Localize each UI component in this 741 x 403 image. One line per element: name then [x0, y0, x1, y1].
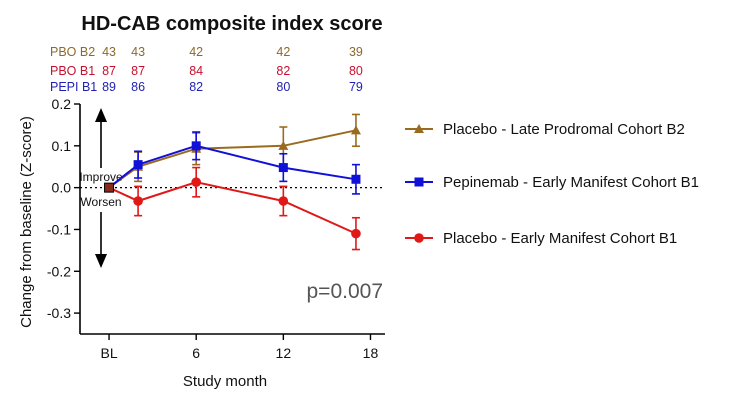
series-group — [104, 113, 361, 251]
x-tick-label: 12 — [276, 345, 292, 361]
series-circle — [104, 166, 361, 251]
data-point — [278, 196, 289, 206]
legend-marker — [414, 124, 424, 133]
chart-title: HD-CAB composite index score — [81, 13, 382, 35]
n-table-value: 84 — [189, 64, 203, 78]
n-table-value: 86 — [131, 80, 145, 94]
n-table-row-label: PBO B1 — [50, 64, 95, 78]
n-table-row-label: PBO B2 — [50, 45, 95, 59]
data-point — [350, 125, 361, 135]
series-line — [108, 129, 357, 189]
n-table-value: 42 — [276, 45, 290, 59]
legend-label: Placebo - Early Manifest Cohort B1 — [443, 230, 677, 247]
n-table-value: 80 — [349, 64, 363, 78]
y-axis-title: Change from baseline (Z-score) — [18, 116, 35, 328]
legend-marker — [414, 177, 424, 187]
n-table-value: 43 — [131, 45, 145, 59]
data-point — [191, 141, 201, 151]
improve-arrowhead — [95, 108, 107, 122]
data-point — [351, 228, 361, 239]
x-tick-label: 18 — [363, 345, 379, 361]
x-tick-label: BL — [100, 345, 117, 361]
n-table-value: 82 — [189, 80, 203, 94]
p-value-label: p=0.007 — [307, 280, 384, 303]
improve-label: Improve — [79, 170, 123, 184]
y-tick-label: -0.1 — [47, 221, 71, 237]
data-point — [133, 196, 143, 206]
y-tick-label: 0.2 — [52, 96, 72, 112]
data-point — [351, 174, 361, 184]
data-point — [133, 160, 143, 170]
n-table: PBO B2 43 43 42 42 39 PBO B1 87 87 84 82 80 PEPI B1 8… — [50, 45, 363, 94]
worsen-arrowhead — [95, 254, 107, 268]
legend: Placebo - Late Prodromal Cohort B2 Pepine… — [405, 121, 699, 247]
x-tick-label: 6 — [192, 345, 200, 361]
axes: -0.3 -0.2 -0.1 0.0 0.1 0.2 BL 6 12 18 — [47, 96, 385, 361]
y-tick-label: -0.2 — [47, 263, 71, 279]
n-table-value: 39 — [349, 45, 363, 59]
n-table-value: 87 — [131, 64, 145, 78]
n-table-value: 80 — [276, 80, 290, 94]
n-table-row-label: PEPI B1 — [50, 80, 97, 94]
n-table-value: 43 — [102, 45, 116, 59]
data-point — [278, 140, 289, 150]
worsen-label: Worsen — [80, 195, 121, 209]
x-axis-title: Study month — [183, 373, 267, 390]
legend-marker — [414, 233, 424, 243]
baseline-marker — [104, 182, 115, 193]
series-line — [108, 144, 357, 189]
legend-label: Pepinemab - Early Manifest Cohort B1 — [443, 174, 699, 191]
series-triangle — [104, 113, 361, 192]
series-square — [104, 131, 361, 195]
series-line — [108, 181, 357, 235]
n-table-value: 79 — [349, 80, 363, 94]
n-table-value: 87 — [102, 64, 116, 78]
y-tick-label: 0.0 — [52, 180, 72, 196]
legend-label: Placebo - Late Prodromal Cohort B2 — [443, 121, 685, 138]
data-point — [191, 177, 201, 187]
n-table-value: 89 — [102, 80, 116, 94]
y-tick-label: 0.1 — [52, 138, 72, 154]
data-point — [278, 163, 288, 173]
direction-arrows: Improve Worsen — [79, 108, 123, 268]
n-table-value: 82 — [276, 64, 290, 78]
n-table-value: 42 — [189, 45, 203, 59]
y-tick-label: -0.3 — [47, 305, 71, 321]
